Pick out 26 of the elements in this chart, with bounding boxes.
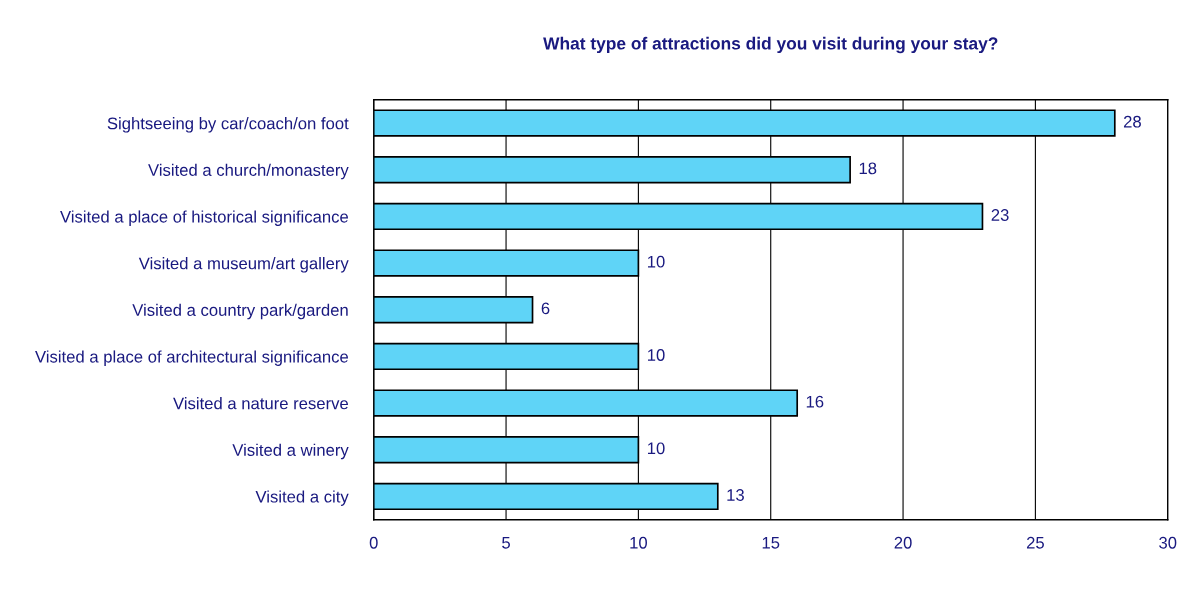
data-label: 18: [859, 162, 877, 175]
y-tick-label: Visited a place of architectural significance: [35, 350, 348, 366]
data-label: 6: [541, 302, 550, 315]
y-tick-label: Visited a museum/art gallery: [138, 257, 349, 273]
x-tick-label: 30: [1159, 536, 1177, 549]
data-label: 10: [648, 349, 665, 361]
y-tick-label: Visited a nature reserve: [173, 397, 348, 410]
x-tick-label: 0: [369, 536, 378, 549]
data-label: 16: [806, 395, 824, 408]
chart-title: What type of attractions did you visit during your stay?: [543, 36, 998, 54]
x-tick-label: 10: [630, 536, 648, 549]
y-tick-label: Visited a city: [255, 490, 349, 506]
x-tick-label: 25: [1026, 536, 1044, 549]
data-label: 23: [991, 209, 1009, 221]
y-tick-label: Sightseeing by car/coach/on foot: [107, 117, 349, 133]
y-tick-label: Visited a winery: [232, 443, 349, 460]
data-label: 10: [648, 255, 665, 268]
y-tick-label: Visited a place of historical significance: [60, 210, 348, 226]
y-tick-label: Visited a country park/garden: [132, 303, 348, 320]
data-label: 28: [1123, 115, 1141, 128]
x-tick-label: 20: [894, 536, 912, 549]
y-tick-label: Visited a church/monastery: [148, 163, 349, 180]
x-tick-label: 5: [502, 537, 510, 549]
data-label: 10: [648, 442, 665, 455]
data-label: 13: [727, 489, 744, 501]
x-tick-label: 15: [762, 537, 780, 549]
